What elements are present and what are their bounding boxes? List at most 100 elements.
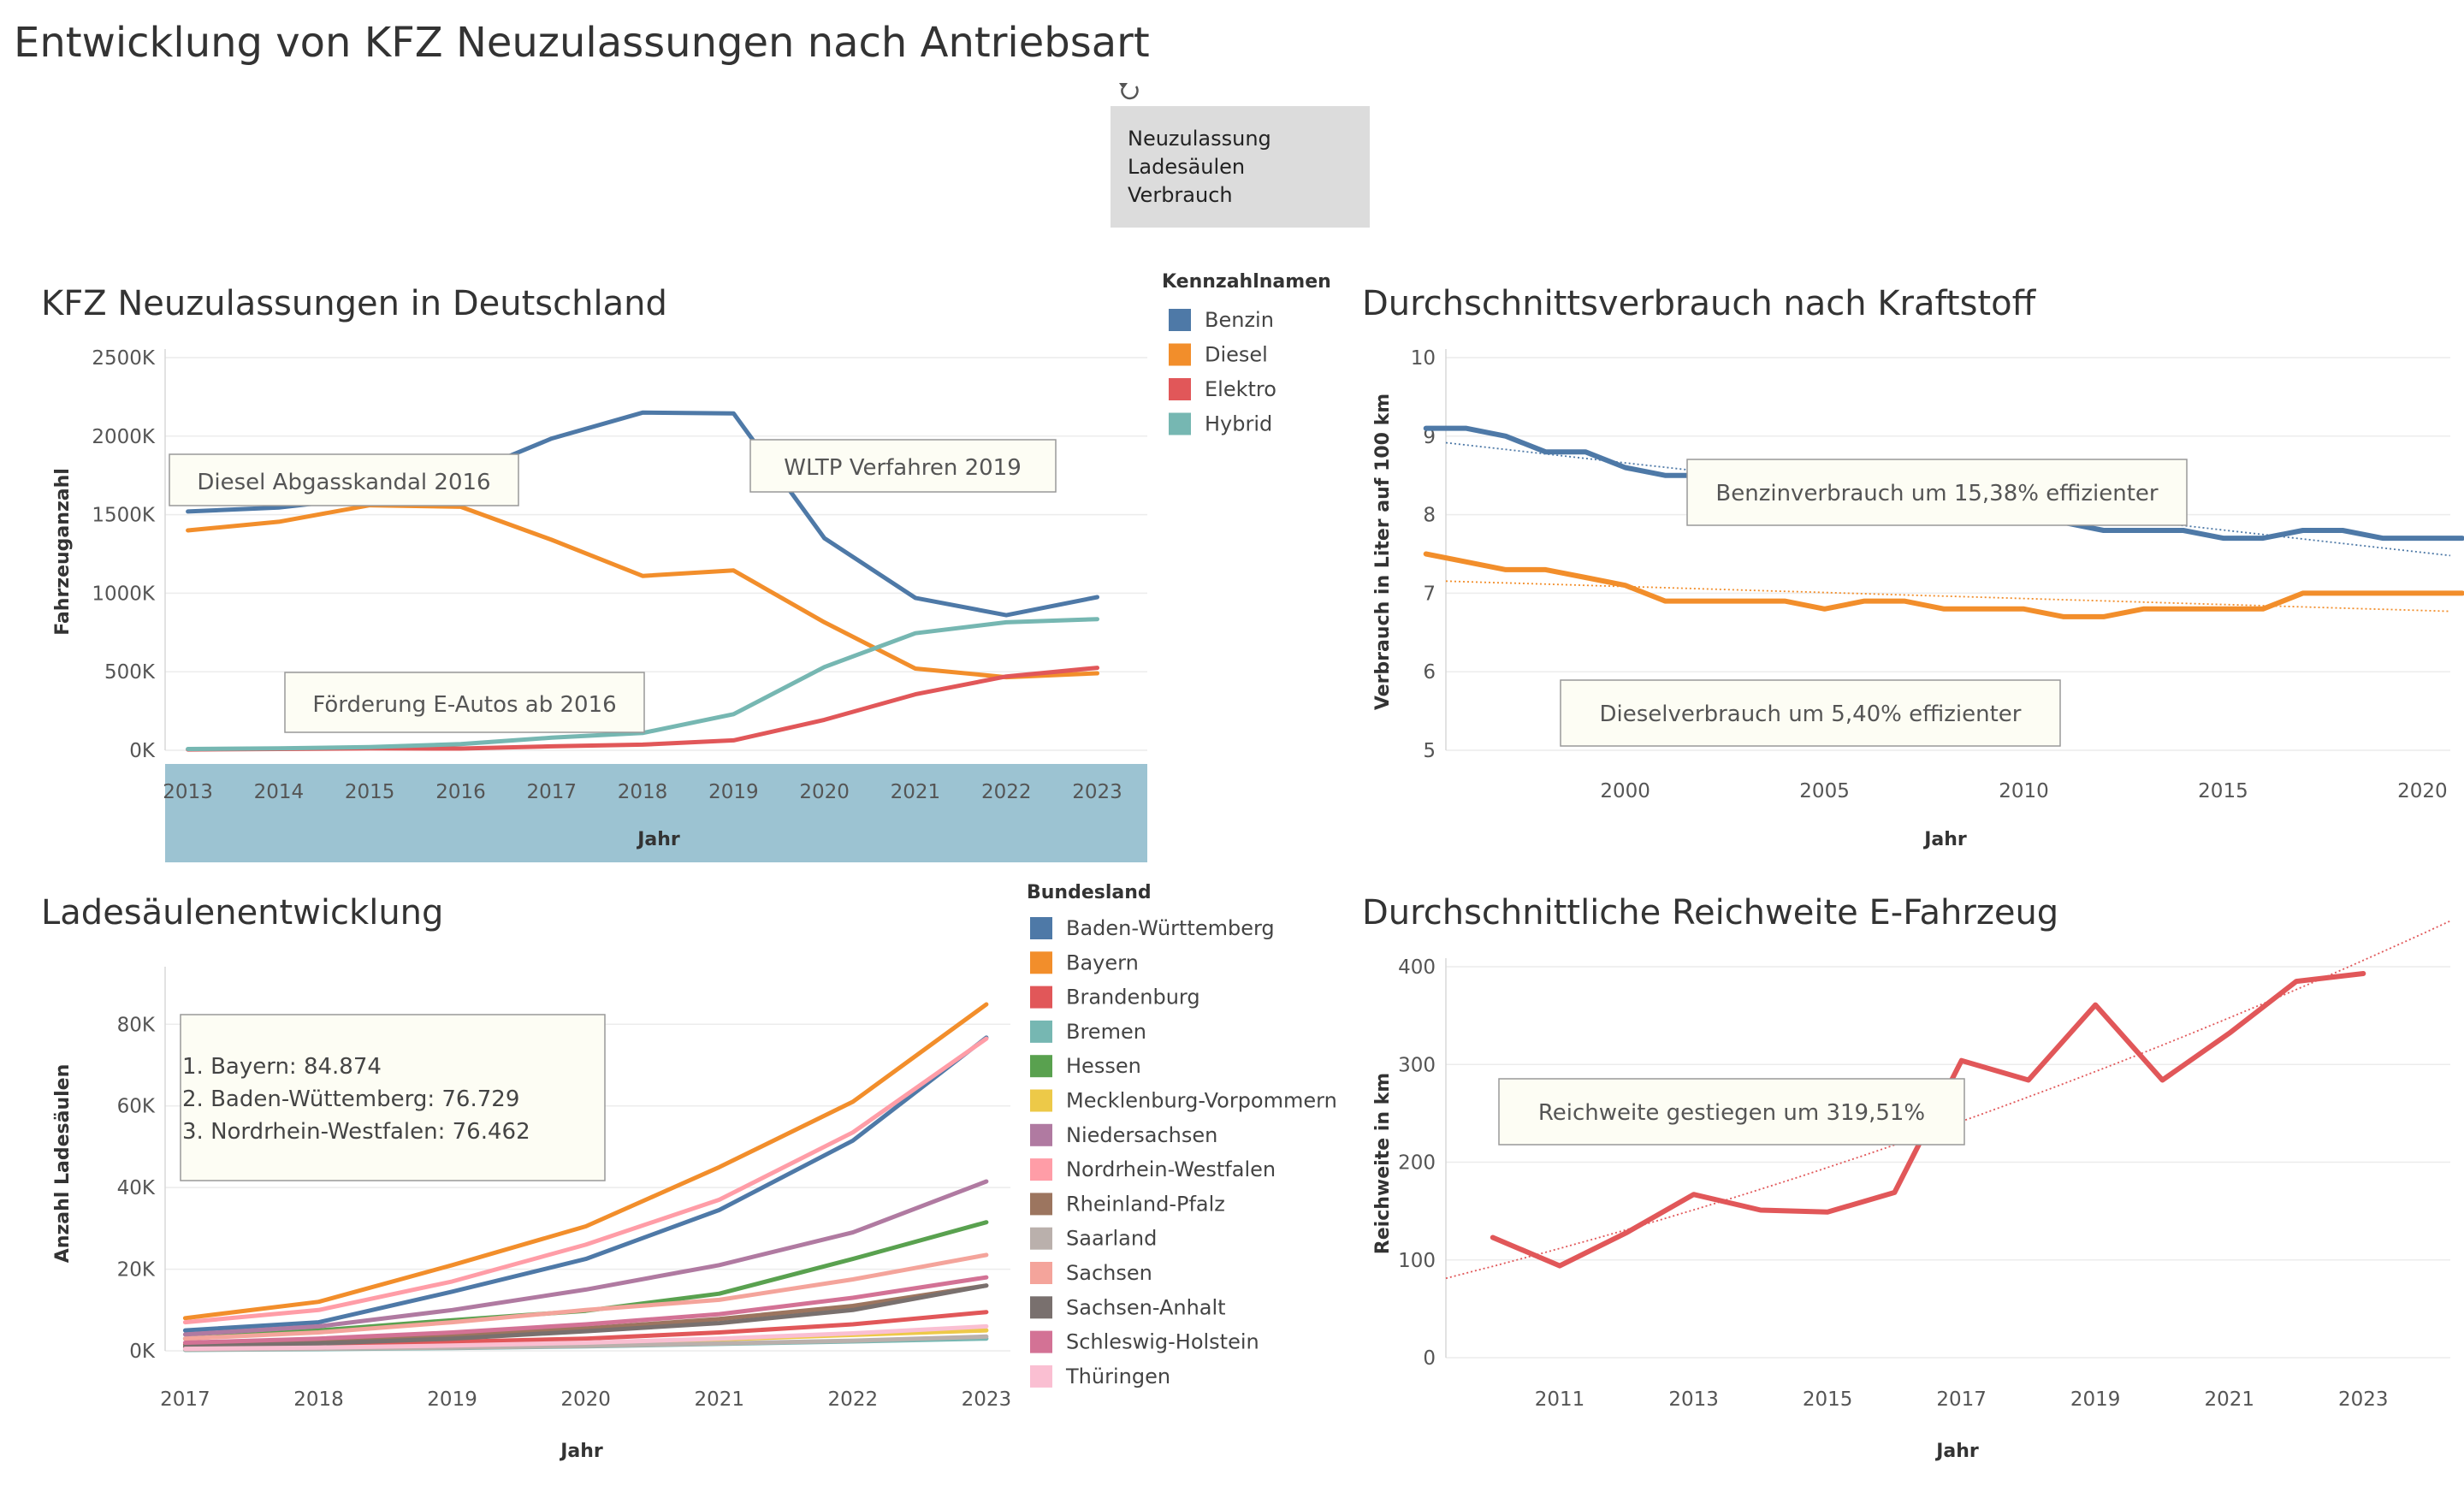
x-tick-label: 2015 [345, 781, 395, 803]
annotation-text: Förderung E-Autos ab 2016 [312, 692, 616, 718]
legend-item[interactable]: Nordrhein-Westfalen [1030, 1157, 1276, 1181]
legend-label: Bayern [1066, 950, 1139, 974]
legend-title: Kennzahlnamen [1162, 271, 1331, 293]
series-line-diesel[interactable] [1423, 551, 2464, 619]
measure-switch-item[interactable]: Verbrauch [1128, 183, 1233, 207]
legend-kennzahlnamen: Kennzahlnamen Benzin Diesel Elektro Hybrid [1162, 271, 1331, 436]
y-tick-label: 6 [1423, 661, 1436, 684]
legend-item[interactable]: Hessen [1030, 1054, 1141, 1078]
x-tick-label: 2021 [2204, 1388, 2254, 1411]
x-tick-label: 2013 [163, 781, 213, 803]
x-tick-label: 2021 [891, 781, 941, 803]
y-tick-label: 1500K [92, 505, 156, 527]
series-line-thüringen[interactable] [182, 1323, 989, 1352]
x-tick-label: 2023 [962, 1388, 1012, 1411]
legend-item[interactable]: Bayern [1030, 950, 1139, 974]
legend-item[interactable]: Niedersachsen [1030, 1123, 1217, 1147]
legend-swatch [1030, 1262, 1052, 1284]
legend-swatch [1030, 1193, 1052, 1216]
y-tick-label: 0K [129, 740, 156, 762]
reset-icon[interactable] [1119, 83, 1139, 100]
series-line-sachsen[interactable] [182, 1252, 989, 1341]
legend-item[interactable]: Hybrid [1169, 412, 1272, 436]
measure-switch[interactable]: Neuzulassung Ladesäulen Verbrauch [1111, 106, 1370, 228]
legend-swatch [1030, 1089, 1052, 1112]
legend-item[interactable]: Rheinland-Pfalz [1030, 1192, 1225, 1216]
legend-label: Schleswig-Holstein [1066, 1330, 1259, 1354]
x-tick-label: 2017 [160, 1388, 210, 1411]
x-tick-label: 2015 [2198, 780, 2248, 802]
x-tick-label: 2013 [1668, 1388, 1719, 1411]
series-line-diesel[interactable] [186, 503, 1099, 680]
page-title: Entwicklung von KFZ Neuzulassungen nach … [14, 19, 1150, 67]
legend-label: Niedersachsen [1066, 1123, 1217, 1147]
y-tick-label: 40K [117, 1177, 156, 1199]
legend-item[interactable]: Baden-Württemberg [1030, 916, 1275, 940]
series-line-bayern[interactable] [182, 1002, 989, 1321]
consumption-title: Durchschnittsverbrauch nach Kraftstoff [1362, 284, 2037, 323]
y-axis-title: Fahrzeuganzahl [52, 468, 74, 636]
annotation-text: 3. Nordrhein-Westfalen: 76.462 [182, 1119, 530, 1145]
legend-item[interactable]: Sachsen [1030, 1261, 1152, 1285]
legend-item[interactable]: Thüringen [1030, 1365, 1170, 1388]
legend-label: Sachsen [1066, 1261, 1152, 1285]
y-tick-label: 10 [1411, 347, 1436, 370]
y-tick-label: 20K [117, 1259, 156, 1282]
series-line-baden-württemberg[interactable] [182, 1035, 989, 1333]
y-tick-label: 7 [1423, 583, 1436, 605]
legend-swatch [1030, 1227, 1052, 1250]
y-tick-label: 500K [104, 661, 156, 684]
series-line-niedersachsen[interactable] [182, 1179, 989, 1337]
x-axis-title: Jahr [559, 1441, 603, 1462]
series-line-hybrid[interactable] [186, 617, 1099, 751]
legend-item[interactable]: Saarland [1030, 1227, 1157, 1251]
legend-label: Mecklenburg-Vorpommern [1066, 1089, 1337, 1113]
legend-item[interactable]: Elektro [1169, 377, 1276, 401]
y-tick-label: 80K [117, 1014, 156, 1036]
annotation-wltp: WLTP Verfahren 2019 [749, 439, 1057, 493]
legend-item[interactable]: Brandenburg [1030, 986, 1200, 1009]
x-axis-band[interactable] [165, 764, 1147, 862]
legend-label: Rheinland-Pfalz [1066, 1192, 1225, 1216]
series-line-sachsen-anhalt[interactable] [182, 1283, 989, 1349]
y-tick-label: 0K [129, 1341, 156, 1363]
y-tick-label: 1000K [92, 583, 156, 605]
series-line-nordrhein-westfalen[interactable] [182, 1036, 989, 1325]
legend-swatch [1030, 1055, 1052, 1078]
y-tick-label: 8 [1423, 505, 1436, 527]
legend-label: Baden-Württemberg [1066, 916, 1275, 940]
annotation-text: Diesel Abgasskandal 2016 [197, 470, 490, 495]
legend-swatch [1030, 1365, 1052, 1388]
measure-switch-item[interactable]: Ladesäulen [1128, 155, 1245, 179]
legend-item[interactable]: Schleswig-Holstein [1030, 1330, 1259, 1354]
legend-item[interactable]: Sachsen-Anhalt [1030, 1295, 1226, 1319]
y-tick-label: 2000K [92, 426, 156, 448]
x-tick-label: 2023 [2338, 1388, 2389, 1411]
legend-label: Bremen [1066, 1020, 1146, 1044]
legend-item[interactable]: Bremen [1030, 1020, 1146, 1044]
legend-bundesland: Bundesland Baden-Württemberg Bayern Brande… [1027, 882, 1337, 1388]
legend-swatch [1030, 1296, 1052, 1319]
registrations-chart: KFZ Neuzulassungen in Deutschland 0K 500K… [41, 284, 1147, 862]
annotation-diesel-scandal: Diesel Abgasskandal 2016 [169, 453, 519, 506]
x-tick-label: 2020 [799, 781, 850, 803]
y-tick-label: 200 [1398, 1152, 1436, 1175]
legend-item[interactable]: Mecklenburg-Vorpommern [1030, 1089, 1337, 1113]
legend-label: Brandenburg [1066, 986, 1200, 1009]
measure-switch-bg [1111, 106, 1370, 228]
x-tick-label: 2018 [618, 781, 668, 803]
legend-label: Sachsen-Anhalt [1066, 1295, 1226, 1319]
x-axis-title: Jahr [636, 829, 680, 850]
legend-label: Thüringen [1065, 1365, 1170, 1388]
legend-item[interactable]: Diesel [1169, 343, 1268, 367]
legend-swatch [1030, 1330, 1052, 1353]
legend-swatch [1169, 378, 1191, 400]
measure-switch-item[interactable]: Neuzulassung [1128, 127, 1271, 151]
legend-item[interactable]: Benzin [1169, 308, 1274, 332]
legend-swatch [1169, 343, 1191, 366]
x-tick-label: 2020 [2397, 780, 2448, 802]
x-tick-label: 2019 [708, 781, 759, 803]
y-tick-label: 2500K [92, 347, 156, 370]
legend-label: Elektro [1205, 377, 1276, 401]
series-line-schleswig-holstein[interactable] [182, 1275, 989, 1345]
